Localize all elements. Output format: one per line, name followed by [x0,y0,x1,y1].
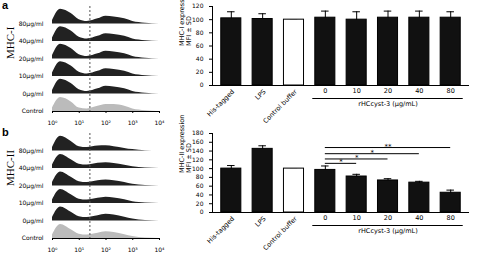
svg-text:120: 120 [192,156,204,163]
svg-text:0μg/ml: 0μg/ml [23,217,44,225]
svg-text:0: 0 [323,87,327,95]
svg-text:20: 20 [384,214,392,222]
svg-text:20μg/ml: 20μg/ml [19,55,44,63]
svg-text:10⁰: 10⁰ [47,119,58,126]
svg-text:MHC-II expressionMFI ± SD: MHC-II expressionMFI ± SD [178,115,193,173]
svg-text:10⁴: 10⁴ [154,119,165,126]
svg-text:60: 60 [196,42,204,49]
svg-text:10: 10 [353,87,361,95]
svg-text:10μg/ml: 10μg/ml [19,199,44,207]
svg-text:40: 40 [196,191,204,198]
svg-text:20: 20 [196,200,204,207]
svg-text:*: * [371,149,375,157]
svg-text:10⁰: 10⁰ [47,246,58,253]
svg-text:His-tagged: His-tagged [206,215,237,246]
svg-text:100: 100 [192,16,204,23]
svg-text:80: 80 [196,29,204,36]
svg-text:120: 120 [192,2,204,9]
html-text:a: a [2,0,9,11]
svg-text:Control buffer: Control buffer [261,88,299,126]
svg-text:40: 40 [415,87,423,95]
svg-text:20: 20 [384,87,392,95]
svg-text:rHCcyst-3 (μg/mL): rHCcyst-3 (μg/mL) [358,100,417,108]
svg-text:LPS: LPS [254,215,268,229]
svg-text:80μg/ml: 80μg/ml [19,20,44,28]
svg-text:10¹: 10¹ [74,119,85,126]
svg-text:MHC-I: MHC-I [4,26,16,59]
svg-text:10²: 10² [101,246,112,253]
svg-text:10¹: 10¹ [74,246,85,253]
svg-text:**: ** [385,143,393,151]
svg-text:80: 80 [447,87,455,95]
svg-text:0: 0 [323,214,327,222]
svg-text:10⁴: 10⁴ [154,246,165,253]
svg-text:0: 0 [200,208,204,215]
svg-text:10³: 10³ [128,119,139,126]
svg-text:40: 40 [196,55,204,62]
svg-text:His-tagged: His-tagged [206,88,237,119]
svg-text:10³: 10³ [128,246,139,253]
svg-text:100: 100 [192,165,204,172]
svg-text:180: 180 [192,129,204,136]
svg-text:20μg/ml: 20μg/ml [19,182,44,190]
svg-text:40μg/ml: 40μg/ml [19,37,44,45]
svg-text:80μg/ml: 80μg/ml [19,147,44,155]
svg-text:0: 0 [200,81,204,88]
svg-text:Control buffer: Control buffer [261,215,299,253]
svg-text:10μg/ml: 10μg/ml [19,72,44,80]
svg-text:140: 140 [192,147,204,154]
svg-text:40: 40 [415,214,423,222]
svg-text:0μg/ml: 0μg/ml [23,90,44,98]
svg-text:LPS: LPS [254,88,268,102]
svg-text:rHCcyst-3 (μg/mL): rHCcyst-3 (μg/mL) [358,227,417,235]
svg-text:*: * [339,158,343,166]
svg-text:*: * [355,154,359,162]
svg-text:MHC-II: MHC-II [4,150,16,186]
svg-text:80: 80 [447,214,455,222]
svg-text:Control: Control [22,234,44,241]
svg-text:20: 20 [196,68,204,75]
svg-text:80: 80 [196,173,204,180]
svg-text:10: 10 [353,214,361,222]
html-text:b: b [2,126,9,138]
svg-text:60: 60 [196,182,204,189]
svg-text:160: 160 [192,138,204,145]
svg-text:MHC-I expressionMFI ± SD: MHC-I expressionMFI ± SD [178,0,193,46]
svg-text:Control: Control [22,107,44,114]
svg-text:10²: 10² [101,119,112,126]
svg-text:40μg/ml: 40μg/ml [19,164,44,172]
